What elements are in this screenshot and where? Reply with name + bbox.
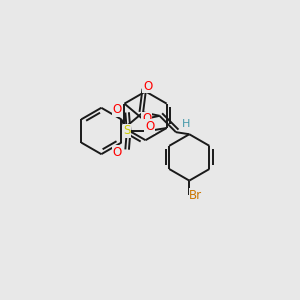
Text: O: O — [142, 112, 151, 125]
Text: H: H — [182, 119, 190, 129]
Text: O: O — [112, 103, 122, 116]
Text: S: S — [123, 124, 130, 137]
Text: O: O — [143, 80, 152, 93]
Text: O: O — [145, 120, 154, 133]
Text: Br: Br — [189, 189, 203, 202]
Text: O: O — [112, 146, 122, 159]
